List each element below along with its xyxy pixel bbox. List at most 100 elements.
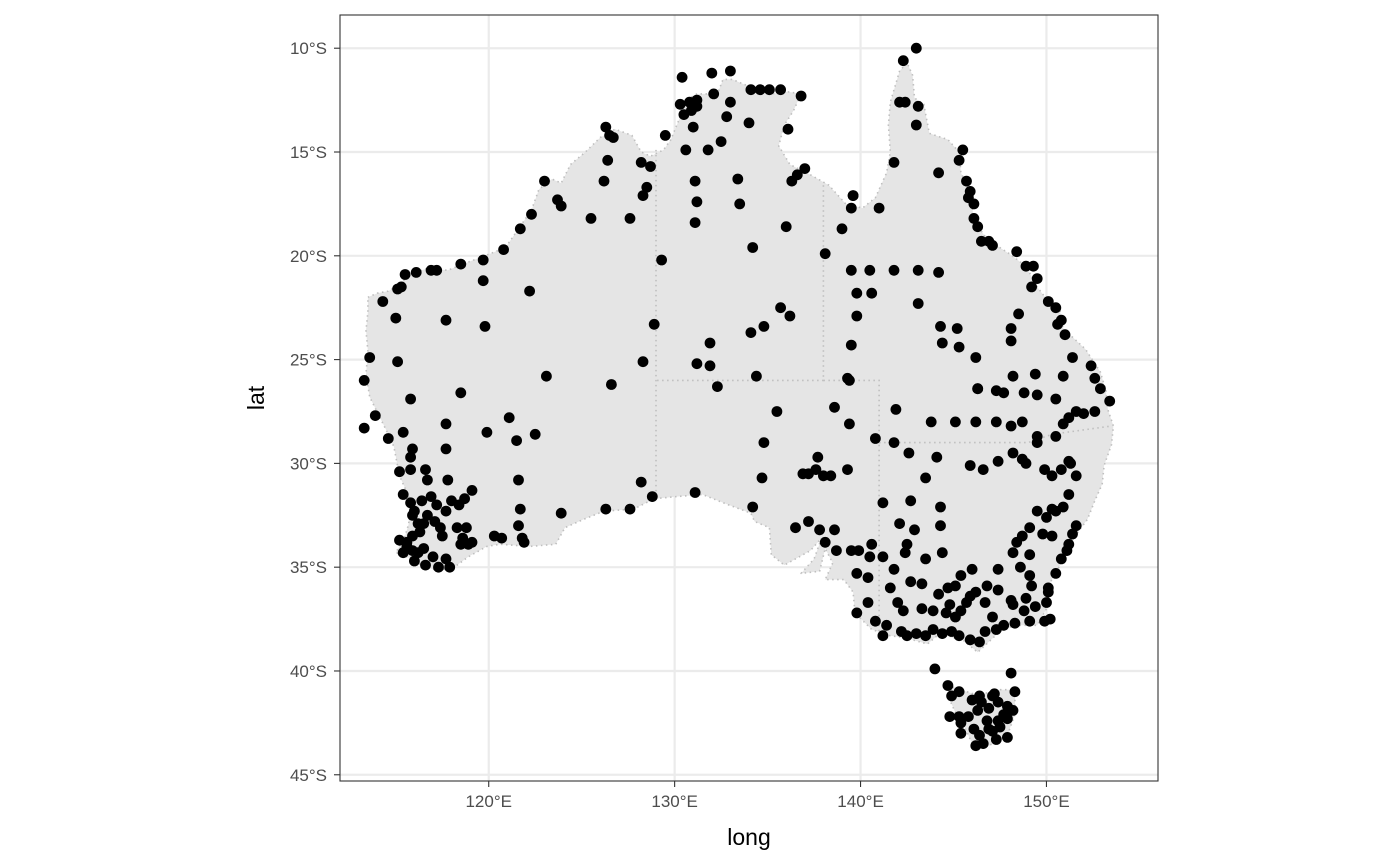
station-point: [496, 532, 508, 544]
station-point: [422, 509, 433, 521]
station-point: [418, 543, 430, 554]
station-point: [358, 422, 370, 434]
station-point: [842, 372, 853, 384]
station-point: [870, 615, 881, 627]
station-point: [936, 628, 948, 639]
y-tick-label: 35°S: [290, 558, 327, 577]
station-point: [955, 727, 967, 739]
x-axis-title: long: [727, 824, 770, 850]
station-point: [758, 321, 770, 332]
y-tick-label: 10°S: [290, 39, 327, 58]
station-point: [866, 287, 878, 299]
station-point: [1020, 592, 1032, 604]
station-point: [1042, 586, 1054, 598]
station-point: [799, 163, 811, 175]
station-point: [646, 491, 658, 502]
station-point: [968, 723, 980, 735]
station-point: [998, 619, 1010, 631]
station-point: [845, 545, 857, 556]
station-point: [888, 437, 900, 448]
station-point: [440, 314, 452, 326]
station-point: [1029, 601, 1041, 612]
station-point: [803, 468, 814, 480]
station-point: [844, 418, 855, 430]
axes: 120°E 130°E 140°E 150°E 10°S 15°S 20°S 25°S 30°S…: [290, 39, 1070, 811]
station-point: [912, 264, 924, 276]
station-point: [1050, 393, 1062, 405]
station-point: [756, 472, 768, 484]
station-point: [1067, 528, 1078, 540]
station-point: [897, 55, 909, 67]
station-point: [968, 198, 980, 210]
station-point: [689, 487, 701, 498]
station-point: [539, 175, 550, 187]
station-point: [1063, 489, 1075, 500]
station-point: [935, 501, 946, 513]
station-point: [979, 626, 991, 637]
station-point: [1007, 447, 1019, 459]
station-point: [1005, 420, 1017, 432]
station-point: [912, 100, 924, 112]
station-point: [1015, 561, 1026, 573]
station-point: [1089, 372, 1101, 384]
station-point: [477, 254, 489, 266]
station-point: [1104, 395, 1116, 407]
station-point: [431, 499, 443, 511]
station-point: [635, 157, 647, 168]
station-point: [455, 258, 467, 270]
station-point: [702, 144, 714, 156]
station-point: [637, 356, 649, 368]
station-point: [974, 636, 985, 648]
station-point: [972, 221, 984, 233]
station-point: [897, 605, 909, 617]
station-point: [397, 547, 409, 559]
station-point: [925, 416, 937, 428]
station-point: [1044, 613, 1056, 625]
station-point: [680, 144, 692, 156]
station-point: [1050, 568, 1062, 579]
station-point: [676, 71, 688, 83]
station-point: [998, 387, 1010, 399]
station-point: [953, 154, 965, 166]
station-points: [358, 42, 1116, 752]
station-point: [1011, 246, 1023, 258]
station-point: [498, 244, 509, 256]
station-point: [936, 337, 948, 349]
station-point: [721, 111, 733, 123]
station-point: [909, 524, 920, 536]
station-point: [955, 570, 967, 581]
station-point: [1026, 580, 1037, 592]
station-point: [942, 680, 954, 691]
station-point: [992, 563, 1004, 575]
station-point: [864, 551, 876, 563]
station-point: [513, 474, 524, 486]
station-point: [645, 161, 656, 172]
station-point: [888, 264, 900, 276]
station-point: [851, 287, 863, 299]
station-point: [964, 590, 976, 602]
station-point: [1016, 453, 1028, 465]
state-border: [823, 379, 880, 632]
station-point: [961, 175, 972, 187]
station-point: [435, 522, 446, 534]
station-point: [784, 310, 796, 322]
station-point: [409, 555, 420, 567]
station-point: [966, 694, 978, 706]
station-point: [836, 223, 848, 235]
station-point: [845, 202, 857, 214]
station-point: [1039, 464, 1050, 475]
station-point: [1055, 464, 1067, 475]
station-point: [953, 711, 965, 722]
station-point: [691, 196, 703, 208]
station-point: [555, 507, 567, 519]
station-point: [1085, 360, 1097, 372]
station-point: [1024, 615, 1036, 627]
station-point: [977, 464, 989, 475]
station-point: [775, 84, 786, 96]
station-point: [689, 217, 701, 229]
station-point: [933, 588, 944, 600]
station-point: [455, 538, 467, 550]
station-point: [1055, 314, 1067, 326]
station-point: [795, 90, 807, 102]
station-point: [751, 370, 762, 382]
